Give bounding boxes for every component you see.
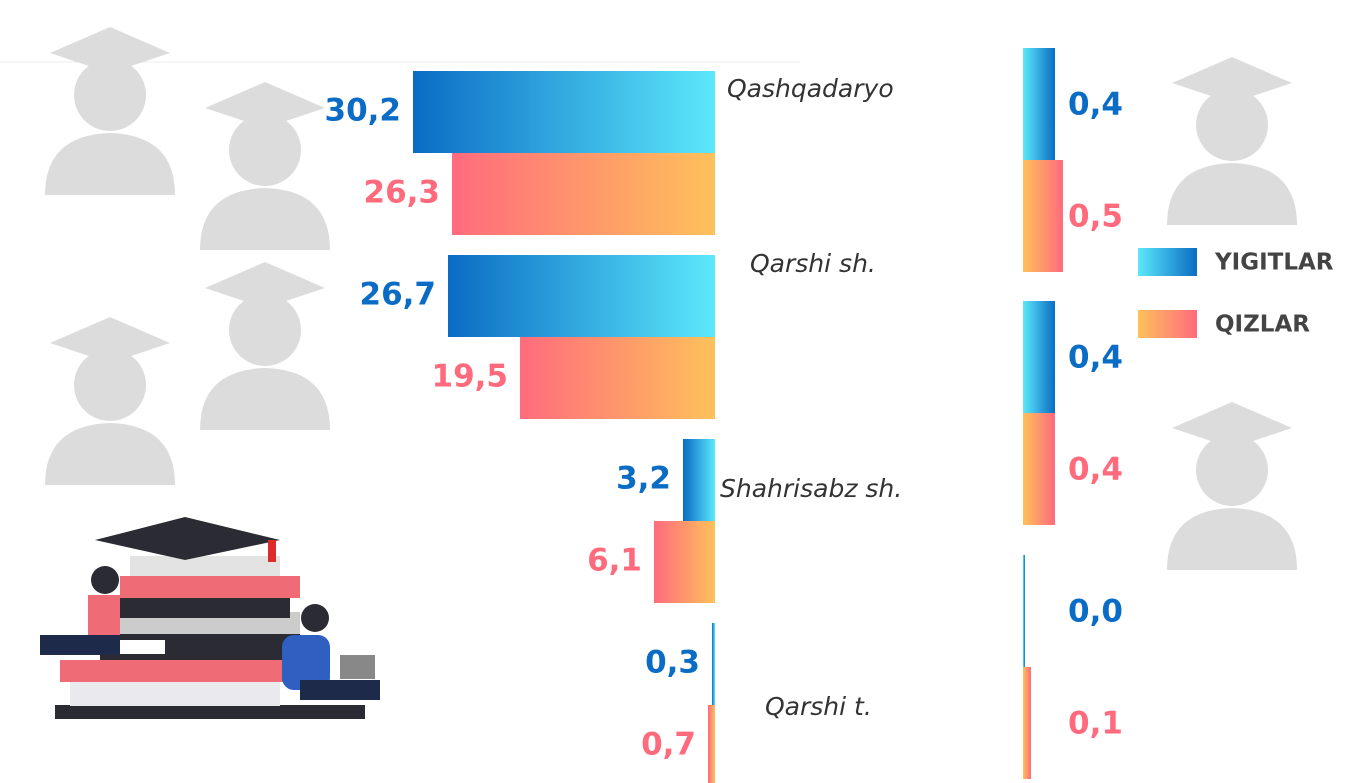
value-label: 6,1	[587, 543, 642, 579]
legend-label: QIZLAR	[1215, 312, 1310, 338]
bar	[1023, 48, 1055, 160]
bar	[683, 439, 715, 521]
category-label: Qarshi t.	[765, 692, 872, 721]
bar	[452, 153, 715, 235]
avatar-cap	[1172, 57, 1292, 103]
bar	[1023, 160, 1063, 272]
value-label: 19,5	[432, 359, 509, 395]
legend-swatch	[1138, 310, 1197, 338]
avatar-body	[45, 423, 175, 485]
category-label: Shahrisabz sh.	[720, 474, 902, 503]
avatar-head	[1196, 434, 1268, 506]
avatar-head	[1196, 89, 1268, 161]
bar	[520, 337, 715, 419]
bar	[1023, 413, 1055, 525]
illustration	[40, 517, 380, 719]
value-label: 0,5	[1068, 199, 1123, 235]
value-label: 0,7	[641, 727, 696, 763]
bar	[1023, 555, 1025, 667]
bar	[413, 71, 715, 153]
value-label: 0,1	[1068, 706, 1123, 742]
value-label: 0,4	[1068, 452, 1123, 488]
value-label: 3,2	[616, 461, 671, 497]
decoration	[45, 27, 1297, 570]
bar	[654, 521, 715, 603]
avatar-body	[200, 368, 330, 430]
avatar-body	[200, 188, 330, 250]
category-label: Qarshi sh.	[750, 249, 876, 278]
avatar-body	[1167, 508, 1297, 570]
avatar-cap	[50, 317, 170, 363]
value-label: 0,4	[1068, 340, 1123, 376]
avatar-head	[74, 59, 146, 131]
value-label: 0,0	[1068, 594, 1123, 630]
value-label: 26,7	[360, 277, 437, 313]
avatar-cap	[50, 27, 170, 73]
avatar-head	[229, 114, 301, 186]
avatar-cap	[1172, 402, 1292, 448]
avatar-head	[74, 349, 146, 421]
bar	[1023, 667, 1031, 779]
value-label: 30,2	[325, 93, 402, 129]
bar	[448, 255, 715, 337]
avatar-body	[1167, 163, 1297, 225]
bar	[712, 623, 715, 705]
avatar-head	[229, 294, 301, 366]
category-label: Qashqadaryo	[727, 74, 894, 103]
bar	[1023, 301, 1055, 413]
legend-label: YIGITLAR	[1214, 250, 1334, 276]
value-label: 0,4	[1068, 87, 1123, 123]
avatar-cap	[205, 262, 325, 308]
avatar-cap	[205, 82, 325, 128]
value-label: 26,3	[364, 175, 441, 211]
bar	[708, 705, 715, 783]
legend-swatch	[1138, 248, 1197, 276]
value-label: 0,3	[645, 645, 700, 681]
avatar-body	[45, 133, 175, 195]
